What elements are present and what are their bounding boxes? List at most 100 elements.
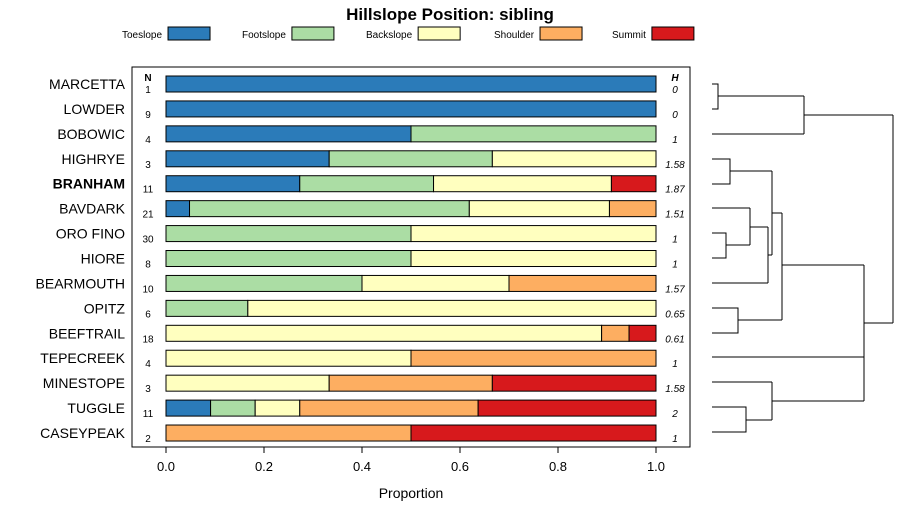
bar-segment-toeslope: [165, 399, 212, 417]
bar-segment-summit: [477, 399, 657, 417]
row-h: 1.58: [665, 160, 685, 171]
bar-row-opitz: OPITZ 6 0.65: [84, 299, 685, 320]
bar-segment-footslope: [165, 274, 363, 292]
bar-segment-shoulder: [299, 399, 479, 417]
legend-swatch-shoulder: [539, 26, 583, 41]
row-n: 4: [145, 359, 151, 370]
bar-segment-footslope: [410, 125, 657, 143]
row-n: 1: [145, 85, 151, 96]
row-n: 18: [142, 334, 154, 345]
row-h: 1.51: [665, 210, 684, 221]
bar-segment-backslope: [165, 324, 603, 342]
bar-segment-backslope: [254, 399, 301, 417]
bar-row-lowder: LOWDER 9 0: [64, 100, 678, 121]
bar-row-tuggle: TUGGLE 11 2: [67, 399, 678, 420]
bar-row-bobowic: BOBOWIC 4 1: [57, 125, 678, 146]
row-h: 1: [672, 135, 678, 146]
legend-label-footslope: Footslope: [242, 30, 286, 41]
x-tick-label: 0.4: [353, 459, 371, 474]
bar-segment-footslope: [210, 399, 256, 417]
row-label: MINESTOPE: [43, 375, 125, 391]
bar-row-bavdark: BAVDARK 21 1.51: [59, 200, 685, 221]
bar-segment-backslope: [165, 349, 412, 367]
bar-segment-backslope: [361, 274, 510, 292]
row-n: 3: [145, 384, 151, 395]
row-n: 11: [143, 409, 154, 420]
bar-row-minestope: MINESTOPE 3 1.58: [43, 374, 685, 395]
bar-segment-shoulder: [508, 274, 657, 292]
row-label: BOBOWIC: [57, 126, 125, 142]
bar-segment-summit: [491, 374, 657, 392]
plot-frame: [131, 66, 691, 448]
n-header: N: [144, 73, 151, 84]
bar-row-branham: BRANHAM 11 1.87: [53, 175, 685, 196]
bar-segment-backslope: [165, 374, 330, 392]
row-label: BEARMOUTH: [36, 275, 125, 291]
row-h: 1: [672, 434, 678, 445]
bar-row-hiore: HIORE 8 1: [81, 250, 678, 271]
legend-label-toeslope: Toeslope: [122, 30, 162, 41]
legend-label-shoulder: Shoulder: [494, 30, 535, 41]
row-label: BAVDARK: [59, 201, 126, 217]
bar-segment-footslope: [165, 299, 249, 317]
row-n: 3: [145, 160, 151, 171]
row-label: HIGHRYE: [61, 151, 125, 167]
bar-segment-footslope: [299, 175, 435, 193]
legend-swatch-footslope: [291, 26, 335, 41]
row-label: HIORE: [81, 251, 125, 267]
bar-segment-footslope: [328, 150, 493, 168]
row-n: 21: [142, 210, 154, 221]
x-tick-label: 0.0: [157, 459, 175, 474]
bar-segment-summit: [628, 324, 657, 342]
bar-segment-toeslope: [165, 125, 412, 143]
legend-label-summit: Summit: [612, 30, 646, 41]
bar-segment-shoulder: [165, 424, 412, 442]
row-n: 9: [145, 110, 151, 121]
bar-segment-shoulder: [608, 200, 657, 218]
row-n: 4: [145, 135, 151, 146]
row-label: BRANHAM: [53, 176, 125, 192]
row-h: 1: [672, 235, 678, 246]
row-n: 2: [145, 434, 151, 445]
x-tick-label: 0.6: [451, 459, 469, 474]
bar-segment-summit: [610, 175, 657, 193]
bar-segment-shoulder: [601, 324, 630, 342]
row-label: ORO FINO: [56, 226, 125, 242]
bar-segment-footslope: [165, 225, 412, 243]
row-n: 8: [145, 260, 151, 271]
legend-swatch-toeslope: [167, 26, 211, 41]
bar-segment-toeslope: [165, 75, 657, 93]
row-h: 1.58: [665, 384, 685, 395]
bar-row-beeftrail: BEEFTRAIL 18 0.61: [49, 324, 685, 345]
row-h: 2: [671, 409, 678, 420]
bar-segment-shoulder: [328, 374, 493, 392]
row-n: 30: [142, 235, 154, 246]
legend-swatch-summit: [651, 26, 695, 41]
bar-segment-summit: [410, 424, 657, 442]
row-label: CASEYPEAK: [40, 425, 125, 441]
bar-segment-footslope: [189, 200, 470, 218]
legend: Toeslope Footslope Backslope Shoulder Summit: [122, 26, 695, 41]
bar-segment-backslope: [491, 150, 657, 168]
x-axis: 0.0 0.2 0.4 0.6 0.8 1.0: [157, 447, 665, 474]
row-label: BEEFTRAIL: [49, 325, 125, 341]
row-h: 0: [672, 85, 678, 96]
bar-segment-backslope: [410, 250, 657, 268]
bar-segment-toeslope: [165, 200, 191, 218]
row-label: TEPECREEK: [40, 350, 125, 366]
x-tick-label: 0.8: [549, 459, 567, 474]
x-axis-label: Proportion: [379, 485, 444, 501]
bar-segment-backslope: [433, 175, 612, 193]
x-tick-label: 0.2: [255, 459, 273, 474]
bar-row-bearmouth: BEARMOUTH 10 1.57: [36, 274, 685, 295]
row-label: TUGGLE: [67, 400, 125, 416]
bar-segment-backslope: [468, 200, 610, 218]
bar-row-tepecreek: TEPECREEK 4 1: [40, 349, 678, 370]
bar-row-oro-fino: ORO FINO 30 1: [56, 225, 678, 246]
row-h: 0.61: [665, 334, 684, 345]
bar-row-caseypeak: CASEYPEAK 2 1: [40, 424, 678, 445]
x-tick-label: 1.0: [647, 459, 665, 474]
row-h: 1.87: [665, 185, 685, 196]
